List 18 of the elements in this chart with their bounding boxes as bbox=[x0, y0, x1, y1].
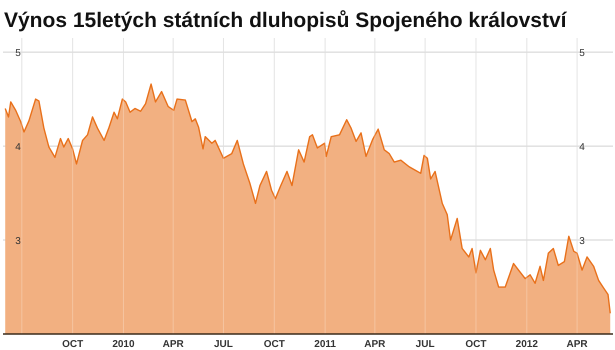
x-tick-label: OCT bbox=[465, 339, 487, 350]
y-tick-label: 4 bbox=[15, 142, 22, 154]
x-tick-label: APR bbox=[364, 339, 386, 350]
x-tick-label: APR bbox=[162, 339, 185, 350]
x-tick-label: 2010 bbox=[112, 339, 136, 350]
chart-title: Výnos 15letých státních dluhopisů Spojeného království bbox=[4, 9, 568, 32]
x-tick-label: 2012 bbox=[516, 339, 538, 350]
y-tick-label: 3 bbox=[15, 236, 22, 248]
x-tick-label: OCT bbox=[264, 339, 285, 350]
y-tick-label: 5 bbox=[15, 48, 22, 60]
x-tick-label: JUL bbox=[416, 339, 435, 350]
x-tick-label: OCT bbox=[62, 339, 84, 350]
y2-tick-label: 4 bbox=[579, 142, 586, 154]
y2-tick-label: 3 bbox=[579, 236, 586, 248]
x-tick-label: APR bbox=[566, 339, 588, 350]
x-tick-label: 2011 bbox=[314, 339, 336, 350]
x-tick-label: JUL bbox=[214, 339, 233, 350]
y2-tick-label: 5 bbox=[579, 48, 586, 60]
